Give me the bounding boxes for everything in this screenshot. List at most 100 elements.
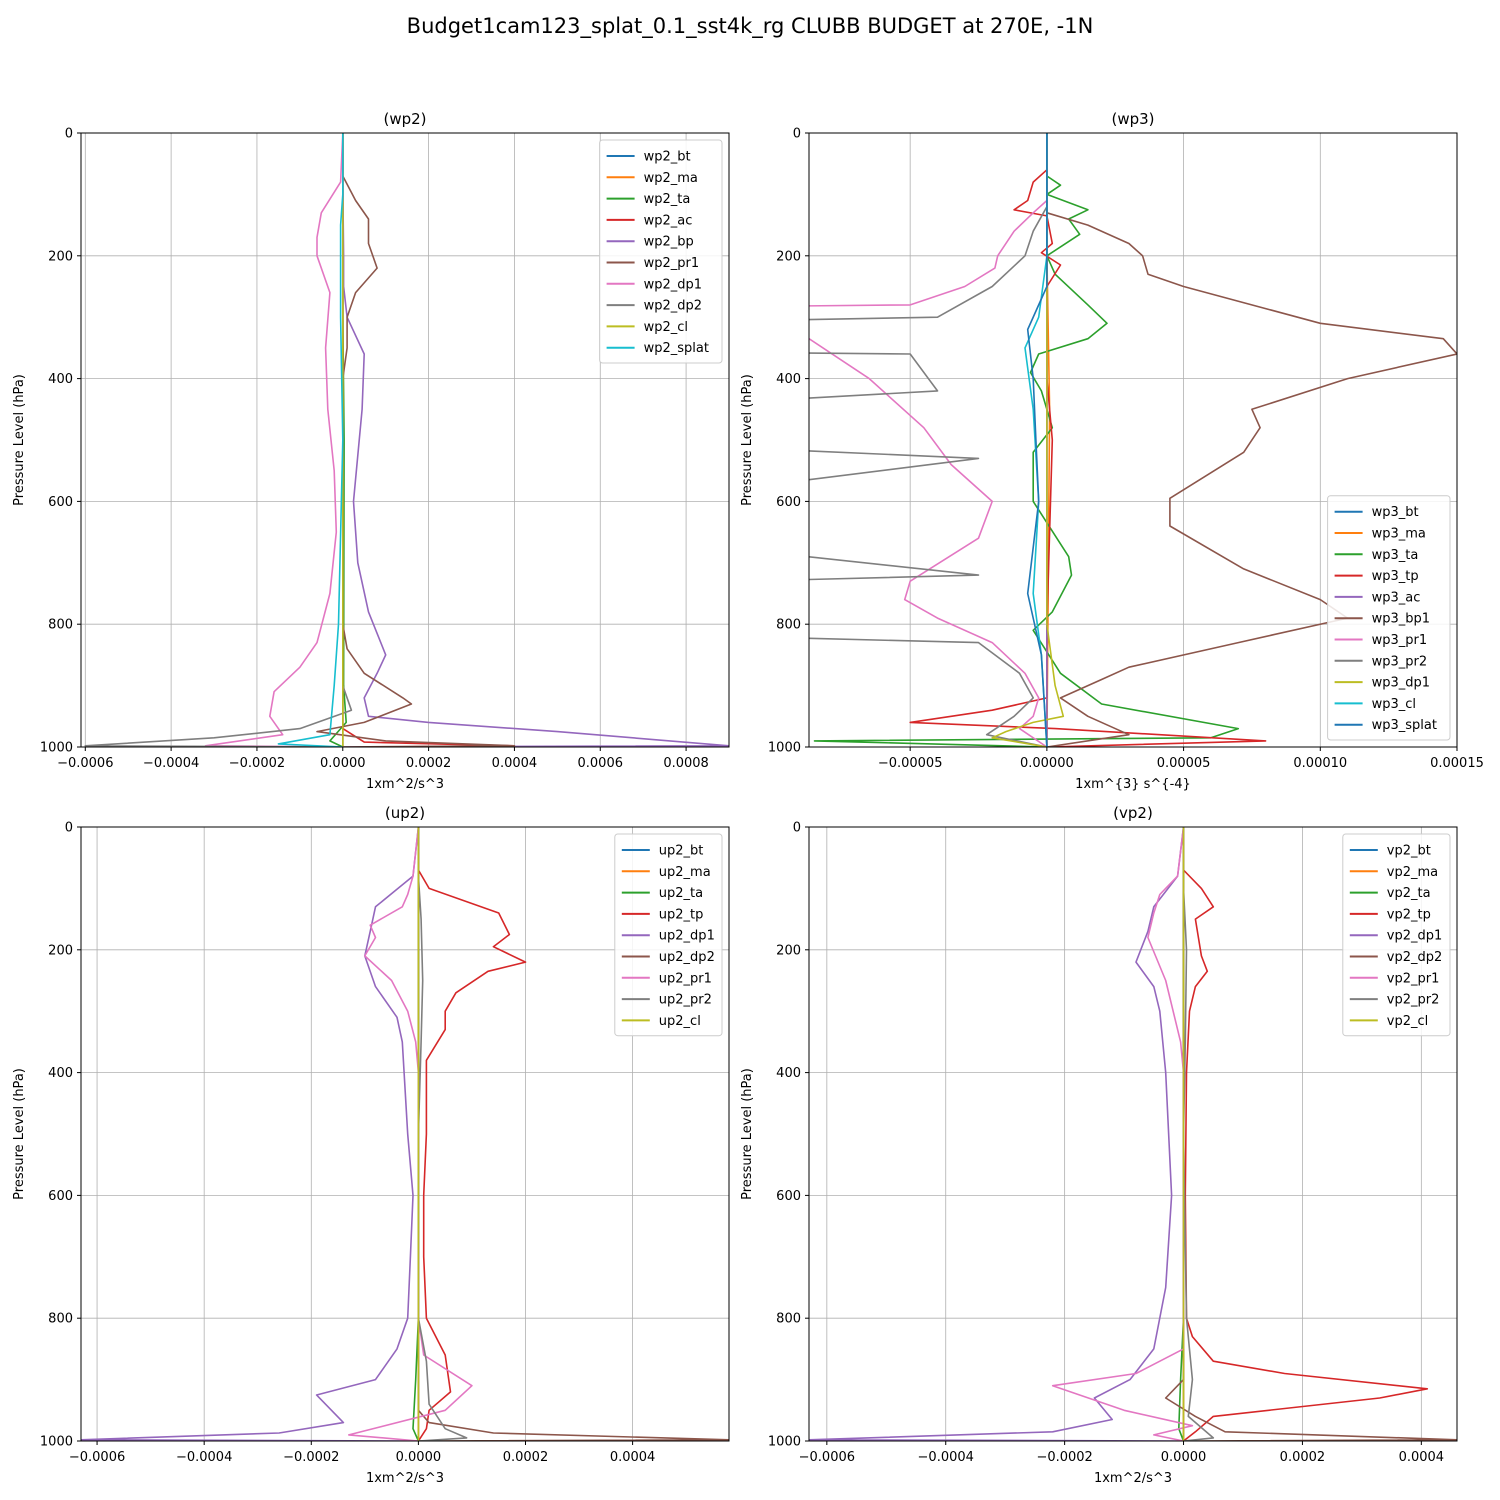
legend-entry: wp3_ta <box>1372 548 1419 563</box>
legend-entry: vp2_dp2 <box>1387 950 1443 965</box>
legend-entry: up2_dp1 <box>659 929 715 944</box>
figure-title: Budget1cam123_splat_0.1_sst4k_rg CLUBB B… <box>406 14 1094 38</box>
x-tick-label: 0.0000 <box>396 1450 442 1465</box>
legend-entry: wp3_splat <box>1372 718 1437 733</box>
x-tick-label: −0.0002 <box>283 1450 339 1465</box>
panel-title: (wp3) <box>1111 110 1154 128</box>
x-axis-label: 1xm^2/s^3 <box>366 1471 444 1486</box>
legend-entry: wp3_ma <box>1372 527 1426 542</box>
series-line-vp2_tp <box>1182 827 1429 1441</box>
y-tick-label: 200 <box>48 249 73 264</box>
series-line-wp2_splat <box>277 133 344 747</box>
x-tick-label: 0.00005 <box>1157 756 1211 771</box>
y-tick-label: 800 <box>48 1312 73 1327</box>
legend-entry: wp2_bp <box>644 235 694 250</box>
series-line-wp3_dp1 <box>991 133 1065 747</box>
y-tick-label: 800 <box>776 1312 801 1327</box>
series-line-vp2_pr1 <box>1051 827 1194 1441</box>
legend: vp2_bt vp2_ma vp2_ta vp2_tp vp2_dp1 vp2_dp2vp… <box>1342 833 1451 1037</box>
series-line-wp3_bp1 <box>1046 133 1457 747</box>
y-tick-label: 0 <box>65 821 73 836</box>
x-tick-label: 0.00010 <box>1293 756 1347 771</box>
y-axis-label: Pressure Level (hPa) <box>740 1068 755 1200</box>
series-line-up2_pr1 <box>347 827 473 1441</box>
legend-entry: wp2_pr1 <box>644 256 700 271</box>
legend-entry: up2_bt <box>659 844 704 859</box>
series-group <box>809 827 1457 1441</box>
legend-entry: wp3_dp1 <box>1372 676 1430 691</box>
panel-title: (up2) <box>385 804 425 822</box>
panel-vp2: −0.0006 −0.0004 −0.0002 0.0000 0.0002 0.0004 0… <box>740 804 1458 1486</box>
y-tick-label: 1000 <box>40 1435 73 1450</box>
y-axis-label: Pressure Level (hPa) <box>12 374 27 506</box>
legend: up2_bt up2_ma up2_ta up2_tp up2_dp1 up2_dp2up… <box>614 833 723 1037</box>
y-tick-label: 200 <box>48 943 73 958</box>
legend-entry: wp3_ac <box>1372 590 1421 605</box>
x-tick-label: −0.0004 <box>143 756 199 771</box>
series-line-up2_ta <box>412 827 420 1441</box>
panel-up2: −0.0006 −0.0004 −0.0002 0.0000 0.0002 0.0004 0… <box>12 804 730 1486</box>
legend-entry: up2_ma <box>659 865 711 880</box>
legend-entry: vp2_tp <box>1387 907 1431 922</box>
legend-entry: wp2_splat <box>644 341 709 356</box>
x-tick-label: −0.0006 <box>799 1450 855 1465</box>
series-line-wp2_dp2 <box>84 133 353 747</box>
y-tick-label: 0 <box>793 127 801 142</box>
axes-frame <box>808 826 1458 1442</box>
legend: wp2_bt wp2_ma wp2_ta wp2_ac wp2_bp wp2_pr1 wp2… <box>599 139 723 364</box>
panel-title: (wp2) <box>383 110 426 128</box>
y-tick-label: 400 <box>776 1066 801 1081</box>
y-tick-label: 1000 <box>40 741 73 756</box>
x-tick-label: 0.0004 <box>492 756 538 771</box>
legend-entry: wp2_cl <box>644 320 688 335</box>
y-tick-label: 600 <box>776 495 801 510</box>
legend-entry: up2_pr2 <box>659 993 712 1008</box>
y-tick-label: 400 <box>48 372 73 387</box>
y-tick-label: 0 <box>793 821 801 836</box>
series-line-wp3_ta <box>813 133 1240 747</box>
x-axis-label: 1xm^2/s^3 <box>366 777 444 792</box>
legend-entry: wp2_dp2 <box>644 299 702 314</box>
y-tick-label: 200 <box>776 249 801 264</box>
series-line-vp2_dp1 <box>809 827 1185 1441</box>
y-tick-label: 200 <box>776 943 801 958</box>
x-tick-label: −0.0006 <box>69 1450 125 1465</box>
series-group <box>809 133 1457 747</box>
panel-title: (vp2) <box>1113 804 1153 822</box>
y-tick-label: 1000 <box>768 741 801 756</box>
series-line-wp3_cl <box>1024 133 1048 747</box>
y-axis-label: Pressure Level (hPa) <box>12 1068 27 1200</box>
legend-entry: wp2_ac <box>644 213 693 228</box>
x-tick-label: 0.0000 <box>1161 1450 1207 1465</box>
legend-entry: vp2_pr2 <box>1387 993 1440 1008</box>
legend-entry: vp2_cl <box>1387 1014 1428 1029</box>
axes-frame <box>808 132 1458 748</box>
legend-entry: up2_ta <box>659 886 703 901</box>
legend-entry: vp2_pr1 <box>1387 971 1440 986</box>
legend-entry: wp3_bt <box>1372 505 1419 520</box>
legend-box <box>614 833 723 1037</box>
legend-box <box>1327 495 1451 741</box>
legend-entry: vp2_ma <box>1387 865 1438 880</box>
legend-entry: wp2_ma <box>644 171 698 186</box>
panel-wp3: −0.00005 0.00000 0.00005 0.00010 0.00015 0 200… <box>740 110 1484 792</box>
y-axis-label: Pressure Level (hPa) <box>740 374 755 506</box>
x-tick-label: −0.0006 <box>57 756 113 771</box>
x-tick-label: 0.0002 <box>503 1450 549 1465</box>
panel-wp2: −0.0006 −0.0004 −0.0002 0.0000 0.0002 0.0004 0… <box>12 110 730 792</box>
x-tick-label: 0.00000 <box>1020 756 1074 771</box>
x-tick-label: −0.0004 <box>176 1450 232 1465</box>
legend: wp3_bt wp3_ma wp3_ta wp3_tp wp3_ac wp3_bp1 wp3… <box>1327 495 1451 741</box>
axes-frame <box>80 826 730 1442</box>
legend-entry: wp2_dp1 <box>644 277 702 292</box>
legend-entry: wp3_cl <box>1372 697 1416 712</box>
legend-box <box>1342 833 1451 1037</box>
series-line-wp3_pr2 <box>809 133 1048 747</box>
y-tick-label: 400 <box>48 1066 73 1081</box>
legend-entry: wp3_bp1 <box>1372 612 1430 627</box>
y-tick-label: 600 <box>48 495 73 510</box>
legend-entry: up2_tp <box>659 907 704 922</box>
y-tick-label: 600 <box>776 1189 801 1204</box>
